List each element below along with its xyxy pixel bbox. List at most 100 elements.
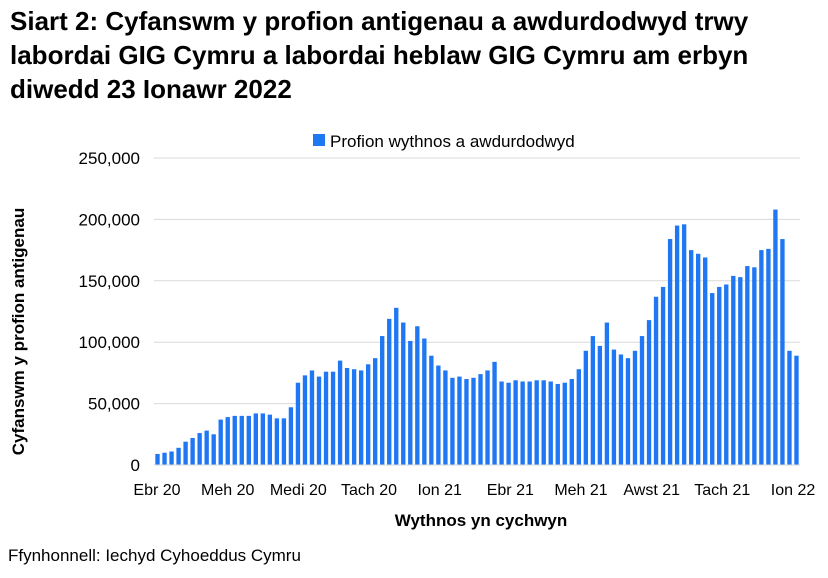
y-axis-title: Cyfanswm y profion antigenau xyxy=(9,208,28,455)
bar xyxy=(485,370,490,465)
bar xyxy=(309,370,315,465)
bar xyxy=(604,322,610,465)
bar xyxy=(653,296,659,465)
bar xyxy=(464,379,469,465)
bar xyxy=(513,380,518,465)
bar xyxy=(457,376,462,465)
bar xyxy=(583,350,589,465)
bar xyxy=(681,224,687,465)
bar xyxy=(225,417,230,465)
bar xyxy=(597,345,603,465)
bar xyxy=(646,320,652,465)
bar xyxy=(330,371,336,465)
bar xyxy=(281,418,287,465)
bar xyxy=(246,415,251,465)
bar xyxy=(211,434,216,465)
bar xyxy=(555,383,560,465)
bar xyxy=(766,248,771,465)
bar xyxy=(162,452,167,465)
x-tick-label: Ebr 20 xyxy=(133,482,180,499)
bar xyxy=(323,371,329,465)
bar xyxy=(365,364,371,465)
bar xyxy=(218,419,223,465)
bar xyxy=(787,350,792,465)
bar xyxy=(450,377,455,465)
bar xyxy=(478,374,483,465)
bar xyxy=(745,266,750,465)
x-tick-label: Ion 22 xyxy=(771,482,816,499)
bar xyxy=(696,253,701,465)
bar xyxy=(316,376,322,465)
bar xyxy=(155,453,160,465)
bar xyxy=(773,209,778,465)
chart-title: Siart 2: Cyfanswm y profion antigenau a … xyxy=(10,6,749,104)
bar xyxy=(569,379,574,465)
bar xyxy=(731,275,736,465)
bar xyxy=(471,377,476,465)
x-tick-label: Medi 20 xyxy=(270,482,327,499)
bar xyxy=(274,418,280,465)
bar xyxy=(295,382,301,465)
y-axis-ticks: 0 50,000 100,000 150,000 200,000 250,000 xyxy=(79,149,140,475)
bar xyxy=(688,250,694,465)
source-note: Ffynhonnell: Iechyd Cyhoeddus Cymru xyxy=(8,546,301,565)
bar xyxy=(703,257,708,465)
bar xyxy=(253,413,258,465)
bar xyxy=(422,338,427,465)
bar xyxy=(625,358,631,465)
bars xyxy=(155,209,799,465)
x-axis-ticks: Ebr 20 Meh 20 Medi 20 Tach 20 Ion 21 Ebr 21 Me… xyxy=(133,482,815,499)
bar xyxy=(611,349,617,465)
bar xyxy=(190,437,195,465)
y-tick-label: 200,000 xyxy=(79,210,140,229)
bar xyxy=(204,430,209,465)
bar xyxy=(239,415,244,465)
bar xyxy=(288,407,294,465)
bar xyxy=(520,381,525,465)
bar xyxy=(738,277,743,465)
bar xyxy=(780,239,785,465)
bar xyxy=(506,382,511,465)
bar xyxy=(759,250,764,465)
bar xyxy=(344,367,350,465)
bar xyxy=(632,350,638,465)
bar xyxy=(373,358,378,465)
bar xyxy=(660,286,666,465)
bar xyxy=(267,414,273,465)
x-tick-label: Ion 21 xyxy=(417,482,462,499)
bar xyxy=(710,293,715,465)
bar xyxy=(534,380,539,465)
bar xyxy=(724,284,729,465)
bar xyxy=(717,286,722,465)
bar xyxy=(590,336,596,465)
bar xyxy=(232,415,237,465)
y-tick-label: 250,000 xyxy=(79,149,140,168)
bar xyxy=(394,307,399,465)
bar xyxy=(492,361,497,465)
legend-swatch xyxy=(313,134,325,146)
bar xyxy=(387,318,392,465)
y-tick-label: 150,000 xyxy=(79,272,140,291)
bar xyxy=(169,451,174,465)
bar xyxy=(337,360,343,465)
x-tick-label: Meh 20 xyxy=(201,482,254,499)
x-tick-label: Tach 20 xyxy=(341,482,397,499)
legend: Profion wythnos a awdurdodwyd xyxy=(313,132,575,151)
legend-label: Profion wythnos a awdurdodwyd xyxy=(330,132,575,151)
bar xyxy=(183,441,188,465)
bar xyxy=(548,381,553,465)
bar xyxy=(415,326,420,465)
bar xyxy=(436,365,441,465)
bar xyxy=(541,380,546,465)
y-tick-label: 0 xyxy=(131,456,140,475)
bar xyxy=(302,375,308,465)
bar xyxy=(429,355,434,465)
x-tick-label: Ebr 21 xyxy=(487,482,534,499)
x-tick-label: Awst 21 xyxy=(623,482,680,499)
bar xyxy=(576,369,581,465)
bar xyxy=(443,370,448,465)
y-tick-label: 50,000 xyxy=(88,395,140,414)
bar xyxy=(527,381,532,465)
bar xyxy=(499,381,504,465)
